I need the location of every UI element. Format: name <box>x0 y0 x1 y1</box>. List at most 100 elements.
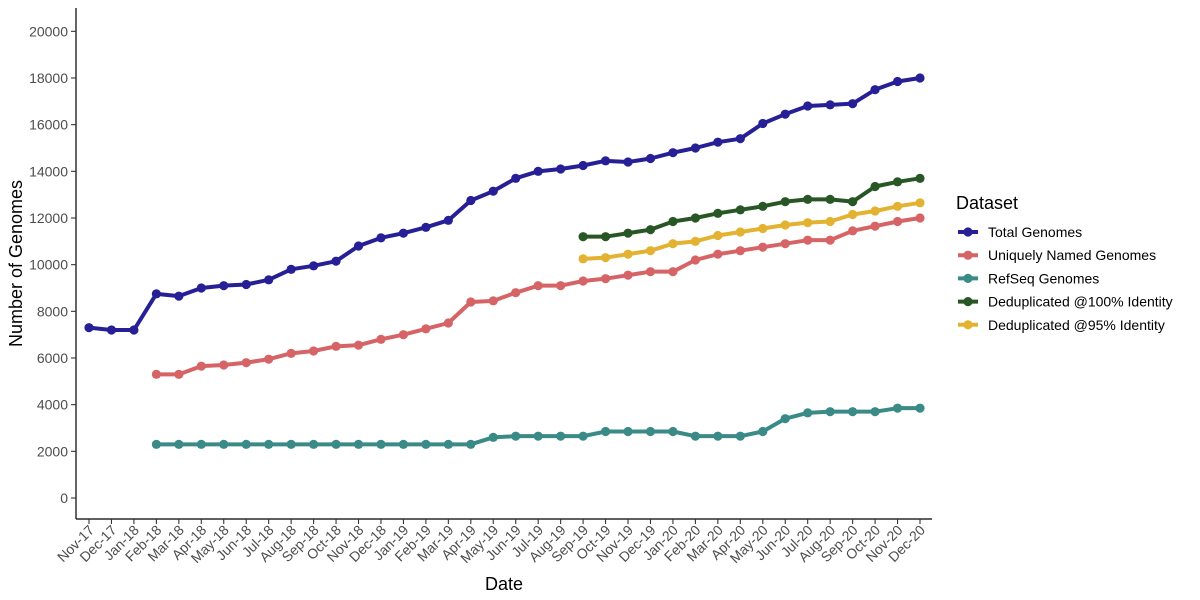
data-point <box>825 407 835 417</box>
data-point <box>870 181 880 192</box>
data-point <box>690 143 701 153</box>
data-point <box>578 160 588 171</box>
data-point <box>915 403 925 413</box>
data-point <box>443 215 453 225</box>
legend-items: Total Genomes Uniquely Named Genomes RefSe… <box>958 224 1173 333</box>
data-point <box>264 354 274 364</box>
data-point <box>488 296 498 306</box>
legend-label: Deduplicated @95% Identity <box>988 317 1165 333</box>
data-point <box>758 426 768 437</box>
data-point <box>825 235 835 245</box>
data-point <box>713 431 723 441</box>
data-point <box>556 164 566 174</box>
data-point <box>219 281 229 291</box>
data-point <box>219 360 229 370</box>
data-point <box>668 267 678 277</box>
data-point <box>780 109 790 119</box>
data-point <box>713 208 723 218</box>
data-point <box>84 323 94 333</box>
data-point <box>106 325 117 335</box>
data-point <box>780 414 790 424</box>
data-point <box>241 358 251 368</box>
data-point <box>690 431 701 441</box>
data-point <box>690 255 701 265</box>
data-point <box>645 267 656 277</box>
data-point <box>713 230 723 241</box>
legend-item: RefSeq Genomes <box>958 270 1099 286</box>
data-point <box>421 324 431 334</box>
data-point <box>870 221 880 231</box>
data-point <box>443 439 453 449</box>
data-point <box>623 228 633 238</box>
data-point <box>803 218 813 228</box>
data-point <box>870 407 880 417</box>
data-point <box>264 439 274 449</box>
data-point <box>466 297 476 307</box>
data-point <box>308 346 319 356</box>
series-3 <box>578 173 925 242</box>
data-point <box>915 198 925 208</box>
data-point <box>151 289 161 299</box>
data-point <box>331 341 341 351</box>
data-point <box>892 76 903 87</box>
data-point <box>286 348 296 358</box>
legend-item: Deduplicated @100% Identity <box>958 294 1173 310</box>
data-point <box>915 213 925 223</box>
legend-key-point <box>963 227 973 237</box>
data-point <box>892 177 903 187</box>
data-point <box>735 134 745 144</box>
series-group <box>84 73 925 449</box>
legend-item: Uniquely Named Genomes <box>958 247 1156 263</box>
data-point <box>600 253 611 263</box>
series-4 <box>578 198 925 264</box>
legend-item: Total Genomes <box>958 224 1082 240</box>
data-point <box>398 439 409 449</box>
data-point <box>600 156 611 166</box>
data-point <box>286 264 296 274</box>
series-line <box>581 200 922 261</box>
data-point <box>892 403 903 413</box>
data-point <box>803 194 813 204</box>
data-point <box>623 426 633 437</box>
y-axis-title: Number of Genomes <box>6 180 26 347</box>
series-line <box>87 76 922 332</box>
legend-label: RefSeq Genomes <box>988 270 1099 286</box>
y-tick-label: 14000 <box>29 163 68 179</box>
data-point <box>376 439 386 449</box>
y-tick-label: 16000 <box>29 117 68 133</box>
data-point <box>196 361 206 371</box>
legend-key-point <box>963 250 973 260</box>
data-point <box>780 239 790 249</box>
data-point <box>690 213 701 223</box>
legend-label: Uniquely Named Genomes <box>988 247 1156 263</box>
data-point <box>331 439 341 449</box>
data-point <box>623 270 633 280</box>
data-point <box>848 407 858 417</box>
data-point <box>578 232 588 242</box>
data-point <box>870 206 880 216</box>
data-point <box>892 201 903 211</box>
data-point <box>421 439 431 449</box>
y-tick-label: 6000 <box>37 350 68 366</box>
data-point <box>488 186 498 196</box>
data-point <box>780 197 790 207</box>
data-point <box>645 153 656 164</box>
legend-label: Deduplicated @100% Identity <box>988 294 1173 310</box>
data-point <box>735 246 745 256</box>
data-point <box>735 205 745 215</box>
data-point <box>129 325 139 335</box>
data-point <box>196 283 206 293</box>
data-point <box>556 281 566 291</box>
series-2 <box>151 403 925 449</box>
y-tick-label: 18000 <box>29 70 68 86</box>
data-point <box>466 439 476 449</box>
data-point <box>241 439 251 449</box>
data-point <box>466 195 476 206</box>
data-point <box>174 369 184 379</box>
data-point <box>758 242 768 252</box>
data-point <box>645 426 656 437</box>
data-point <box>668 239 678 249</box>
data-point <box>803 101 813 111</box>
data-point <box>870 85 880 95</box>
